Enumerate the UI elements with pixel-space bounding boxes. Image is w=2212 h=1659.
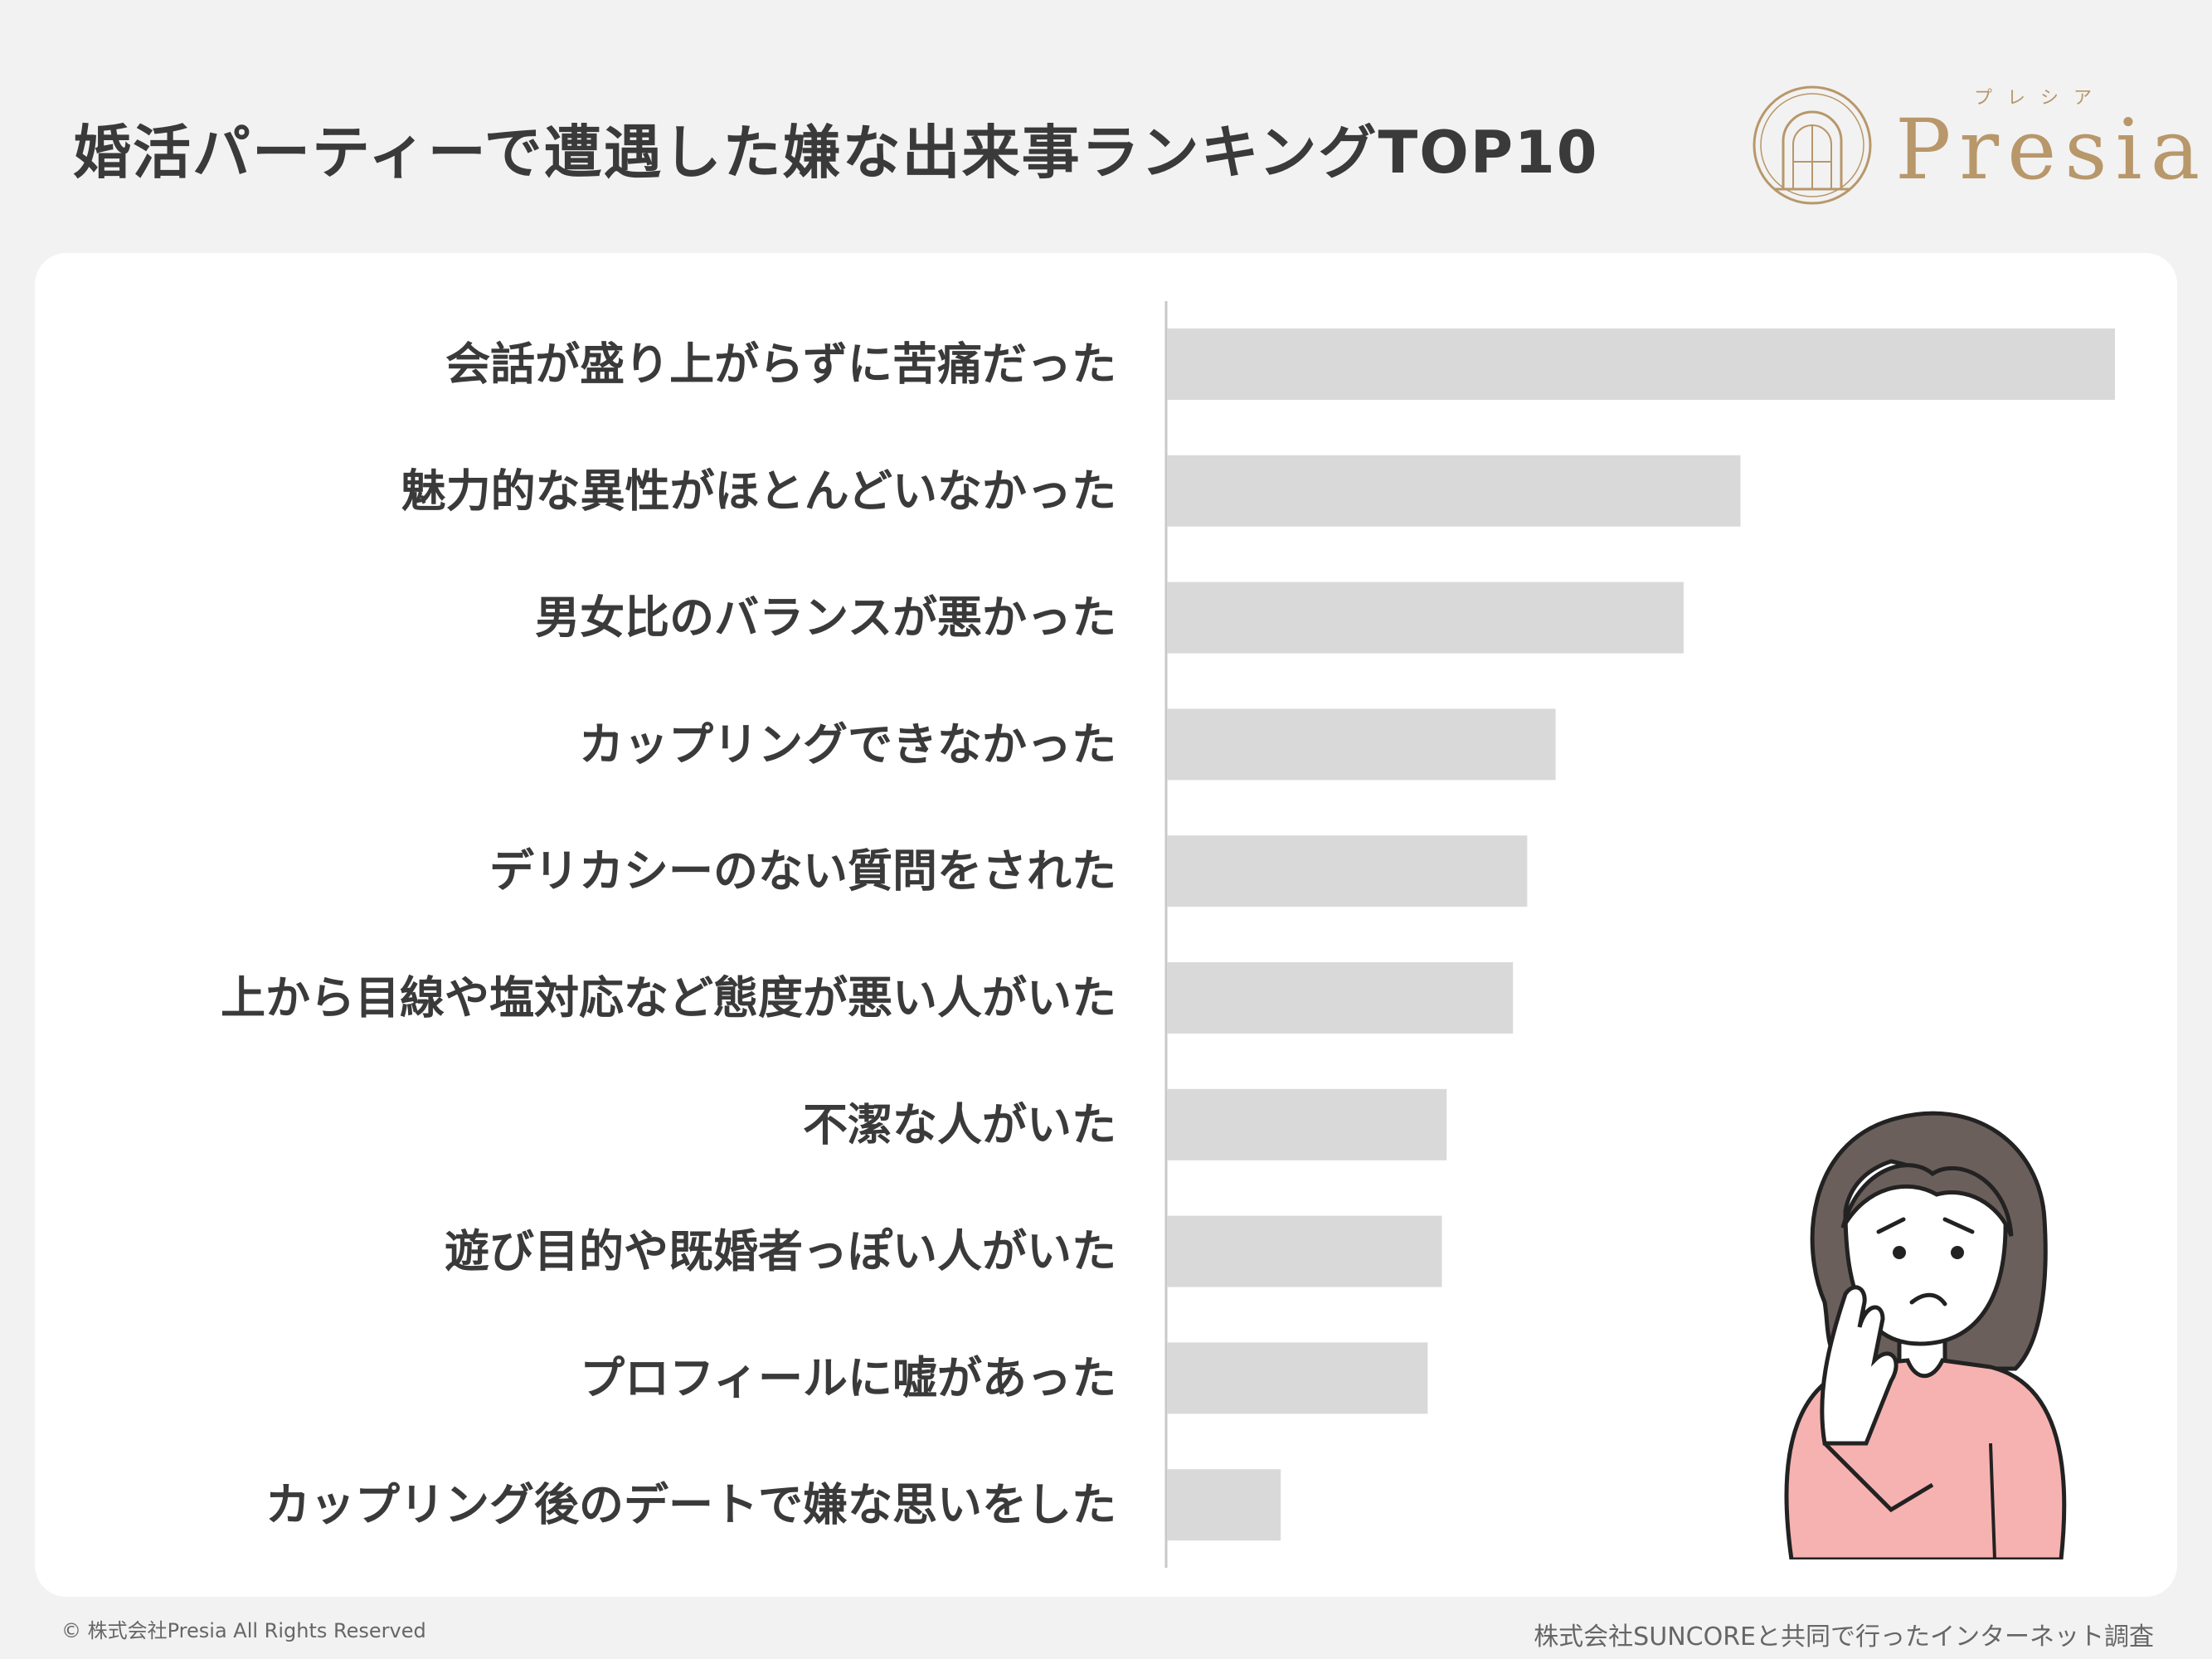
category-label-2: 魅力的な異性がほとんどいなかった	[401, 465, 1116, 517]
survey-source-text: 株式会社SUNCOREと共同で行ったインターネット調査	[1534, 1623, 2154, 1652]
window-arch-logo-icon	[1753, 85, 1872, 205]
category-label-3: 男女比のバランスが悪かった	[535, 591, 1116, 644]
category-label-10: カップリング後のデートで嫌な思いをした	[265, 1479, 1116, 1531]
bar-10	[1167, 1469, 1281, 1541]
bar-2	[1167, 455, 1741, 527]
logo-wordmark: Presia	[1895, 101, 2209, 198]
bar-3	[1167, 581, 1684, 654]
bar-4	[1167, 708, 1556, 781]
category-label-9: プロフィールに嘘があった	[580, 1352, 1116, 1404]
category-label-1: 会話が盛り上がらずに苦痛だった	[445, 338, 1116, 391]
bar-5	[1167, 835, 1528, 907]
category-label-4: カップリングできなかった	[579, 718, 1116, 771]
copyright-text: © 株式会社Presia All Rights Reserved	[61, 1619, 426, 1642]
category-label-7: 不潔な人がいた	[803, 1098, 1116, 1151]
ranking-bar-chart: 会話が盛り上がらずに苦痛だった魅力的な異性がほとんどいなかった男女比のバランスが…	[221, 301, 2115, 1568]
category-label-8: 遊び目的や既婚者っぽい人がいた	[445, 1225, 1116, 1277]
page-title: 婚活パーティーで遭遇した嫌な出来事ランキングTOP10	[73, 119, 1599, 187]
presia-logo: プレシア Presia	[1750, 83, 2200, 207]
chart-panel: 会話が盛り上がらずに苦痛だった魅力的な異性がほとんどいなかった男女比のバランスが…	[35, 253, 2177, 1597]
bar-1	[1167, 328, 2115, 400]
worried-woman-illustration-icon	[1784, 1111, 2067, 1559]
category-label-5: デリカシーのない質問をされた	[489, 845, 1116, 898]
category-label-6: 上から目線や塩対応など態度が悪い人がいた	[221, 972, 1116, 1024]
bar-8	[1167, 1215, 1442, 1287]
bar-7	[1167, 1088, 1447, 1160]
bar-6	[1167, 962, 1514, 1034]
logo-ruby-text: プレシア	[1974, 88, 2107, 109]
bar-9	[1167, 1342, 1428, 1414]
